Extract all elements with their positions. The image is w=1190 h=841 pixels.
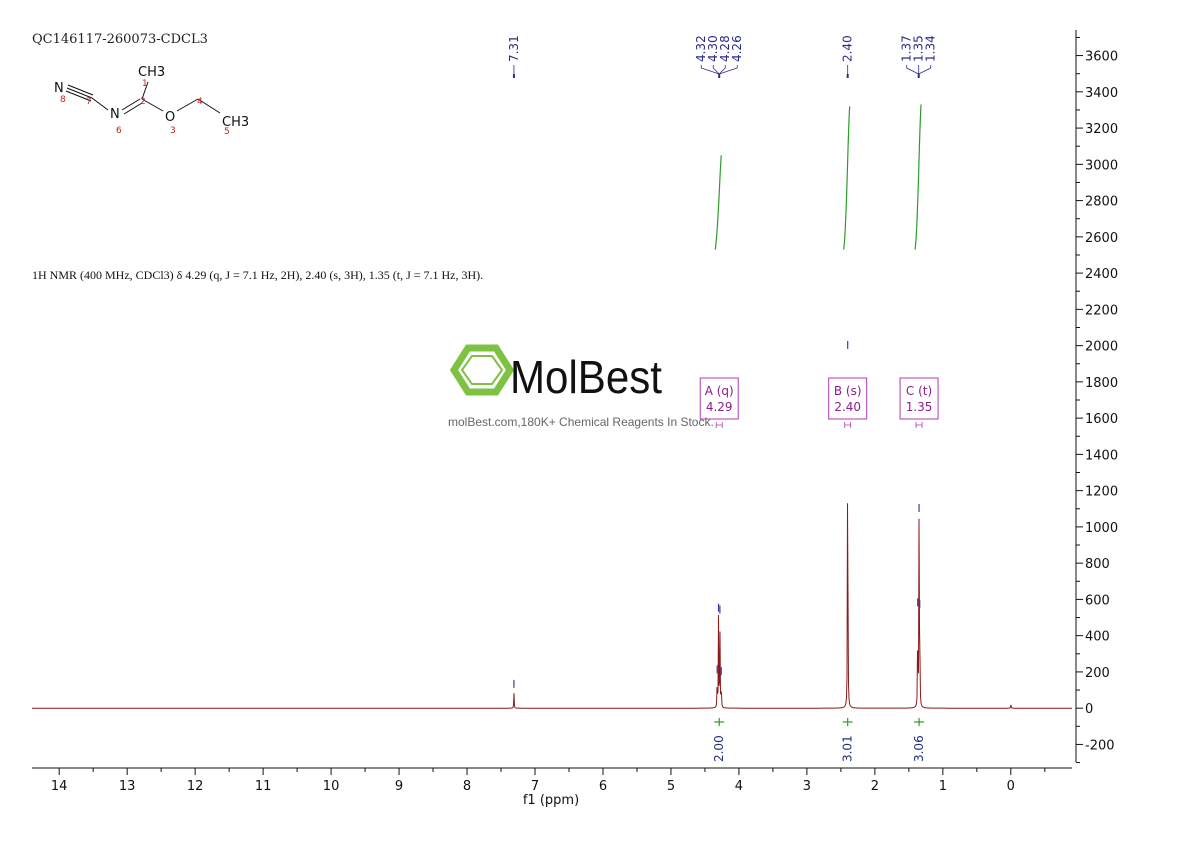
atom-n-8: N (54, 81, 64, 96)
y-tick-label-2400: 2400 (1085, 267, 1118, 282)
y-tick-label-3200: 3200 (1085, 122, 1118, 137)
integral-value-3.01: 3.01 (841, 735, 855, 762)
x-tick-label-2: 2 (871, 779, 879, 794)
molbest-logo-icon (449, 344, 515, 396)
peak-label-1.34: 1.34 (924, 35, 938, 62)
molbest-brand-text: MolBest (510, 351, 662, 403)
atom-number-5: 5 (224, 127, 230, 137)
molbest-watermark: MolBest molBest.com,180K+ Chemical Reage… (448, 344, 714, 429)
x-tick-label-1: 1 (939, 779, 947, 794)
peak-label-leader (718, 65, 726, 75)
multiplet-marker-2 (915, 422, 923, 428)
y-tick-label-1000: 1000 (1085, 521, 1118, 536)
x-tick-label-4: 4 (735, 779, 743, 794)
y-tick-label-3400: 3400 (1085, 86, 1118, 101)
peak-label-4.28: 4.28 (718, 35, 732, 62)
y-tick-label-1400: 1400 (1085, 448, 1118, 463)
x-tick-label-6: 6 (599, 779, 607, 794)
x-tick-label-14: 14 (51, 779, 68, 794)
atom-number-2: 2 (140, 97, 146, 107)
x-tick-label-8: 8 (463, 779, 471, 794)
integral-value-2.00: 2.00 (712, 735, 726, 762)
nmr-summary-text: 1H NMR (400 MHz, CDCl3) δ 4.29 (q, J = 7… (32, 268, 484, 282)
integral-value-3.06: 3.06 (912, 735, 926, 762)
multiplet-label-0: A (q) (705, 384, 734, 398)
x-tick-label-5: 5 (667, 779, 675, 794)
peak-label-2.40: 2.40 (841, 35, 855, 62)
x-tick-label-10: 10 (323, 779, 340, 794)
molbest-tagline: molBest.com,180K+ Chemical Reagents In S… (448, 415, 714, 429)
peak-label-leader (712, 65, 720, 75)
peak-label-4.32: 4.32 (694, 35, 708, 62)
y-tick-label-2600: 2600 (1085, 231, 1118, 246)
multiplet-shift-2: 1.35 (906, 400, 933, 414)
x-axis-label: f1 (ppm) (523, 793, 579, 808)
atom-ch3-5: CH3 (222, 115, 249, 130)
y-tick-label-2200: 2200 (1085, 303, 1118, 318)
x-tick-label-3: 3 (803, 779, 811, 794)
multiplet-label-2: C (t) (906, 384, 932, 398)
y-tick-label-600: 600 (1085, 593, 1110, 608)
sample-id-title: QC146117-260073-CDCL3 (32, 32, 208, 47)
atom-number-8: 8 (60, 95, 66, 105)
y-tick-label-2000: 2000 (1085, 340, 1118, 355)
peak-label-leader (906, 65, 919, 75)
x-tick-label-13: 13 (119, 779, 136, 794)
multiplet-shift-1: 2.40 (834, 400, 861, 414)
atom-number-1: 1 (142, 79, 148, 89)
atom-o-3: O (165, 110, 175, 125)
multiplet-marker-1 (844, 422, 852, 428)
y-tick-label-1800: 1800 (1085, 376, 1118, 391)
y-tick-label--200: -200 (1085, 738, 1115, 753)
integral-curve-2 (914, 104, 922, 250)
y-tick-label-0: 0 (1085, 702, 1093, 717)
multiplet-marker-0 (715, 422, 723, 428)
y-tick-label-800: 800 (1085, 557, 1110, 572)
multiplet-shift-0: 4.29 (706, 400, 733, 414)
peak-label-7.31: 7.31 (507, 35, 521, 62)
peak-label-4.26: 4.26 (730, 35, 744, 62)
y-tick-label-1600: 1600 (1085, 412, 1118, 427)
y-tick-label-3000: 3000 (1085, 158, 1118, 173)
multiplet-box-1 (828, 377, 868, 420)
x-tick-label-7: 7 (531, 779, 539, 794)
integral-curve-0 (714, 155, 722, 250)
x-tick-label-9: 9 (395, 779, 403, 794)
y-tick-label-1200: 1200 (1085, 485, 1118, 500)
multiplet-label-1: B (s) (834, 384, 862, 398)
atom-number-7: 7 (86, 97, 92, 107)
peak-label-leader (700, 65, 720, 75)
peak-label-leader (719, 65, 738, 75)
atom-ch3-1: CH3 (138, 65, 165, 80)
x-tick-label-11: 11 (255, 779, 272, 794)
multiplet-box-0 (699, 377, 739, 420)
y-tick-label-400: 400 (1085, 630, 1110, 645)
y-tick-label-2800: 2800 (1085, 195, 1118, 210)
x-tick-label-0: 0 (1007, 779, 1015, 794)
peak-label-4.30: 4.30 (706, 35, 720, 62)
y-tick-label-200: 200 (1085, 666, 1110, 681)
x-tick-label-12: 12 (187, 779, 204, 794)
atom-number-6: 6 (116, 126, 122, 136)
integral-curve-1 (843, 106, 851, 250)
atom-n-6: N (110, 107, 120, 122)
peak-label-1.37: 1.37 (900, 35, 914, 62)
spectrum-trace (32, 503, 1072, 709)
peak-label-1.35: 1.35 (912, 35, 926, 62)
multiplet-box-2 (899, 377, 939, 420)
peak-label-leader (918, 65, 932, 75)
y-tick-label-3600: 3600 (1085, 50, 1118, 65)
atom-number-3: 3 (170, 126, 176, 136)
atom-number-4: 4 (197, 97, 203, 107)
